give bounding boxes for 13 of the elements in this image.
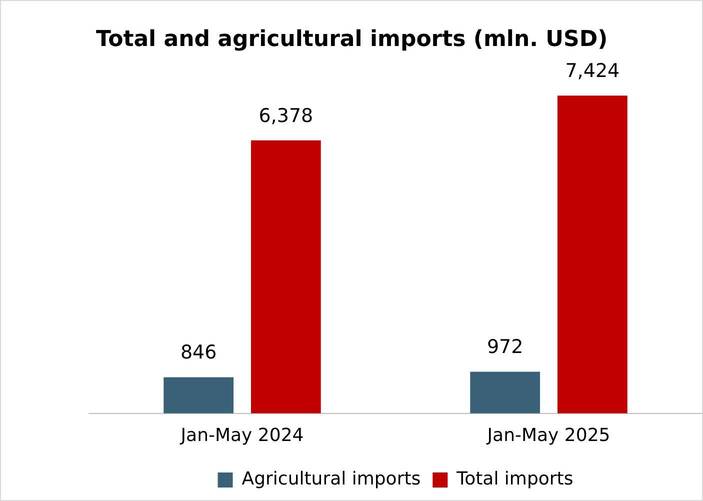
data-label: 846	[180, 342, 217, 364]
bar	[470, 372, 540, 414]
bar	[557, 96, 628, 414]
legend-label: Total imports	[456, 468, 574, 490]
x-tick-label: Jan-May 2024	[180, 424, 304, 446]
x-tick-label: Jan-May 2025	[486, 424, 610, 446]
legend-label: Agricultural imports	[242, 468, 421, 490]
bar	[164, 377, 234, 414]
data-label: 6,378	[258, 104, 314, 127]
data-label: 7,424	[565, 60, 620, 82]
bar	[250, 140, 321, 414]
chart-title: Total and agricultural imports (mln. USD)	[96, 27, 608, 52]
data-label: 972	[486, 336, 524, 358]
